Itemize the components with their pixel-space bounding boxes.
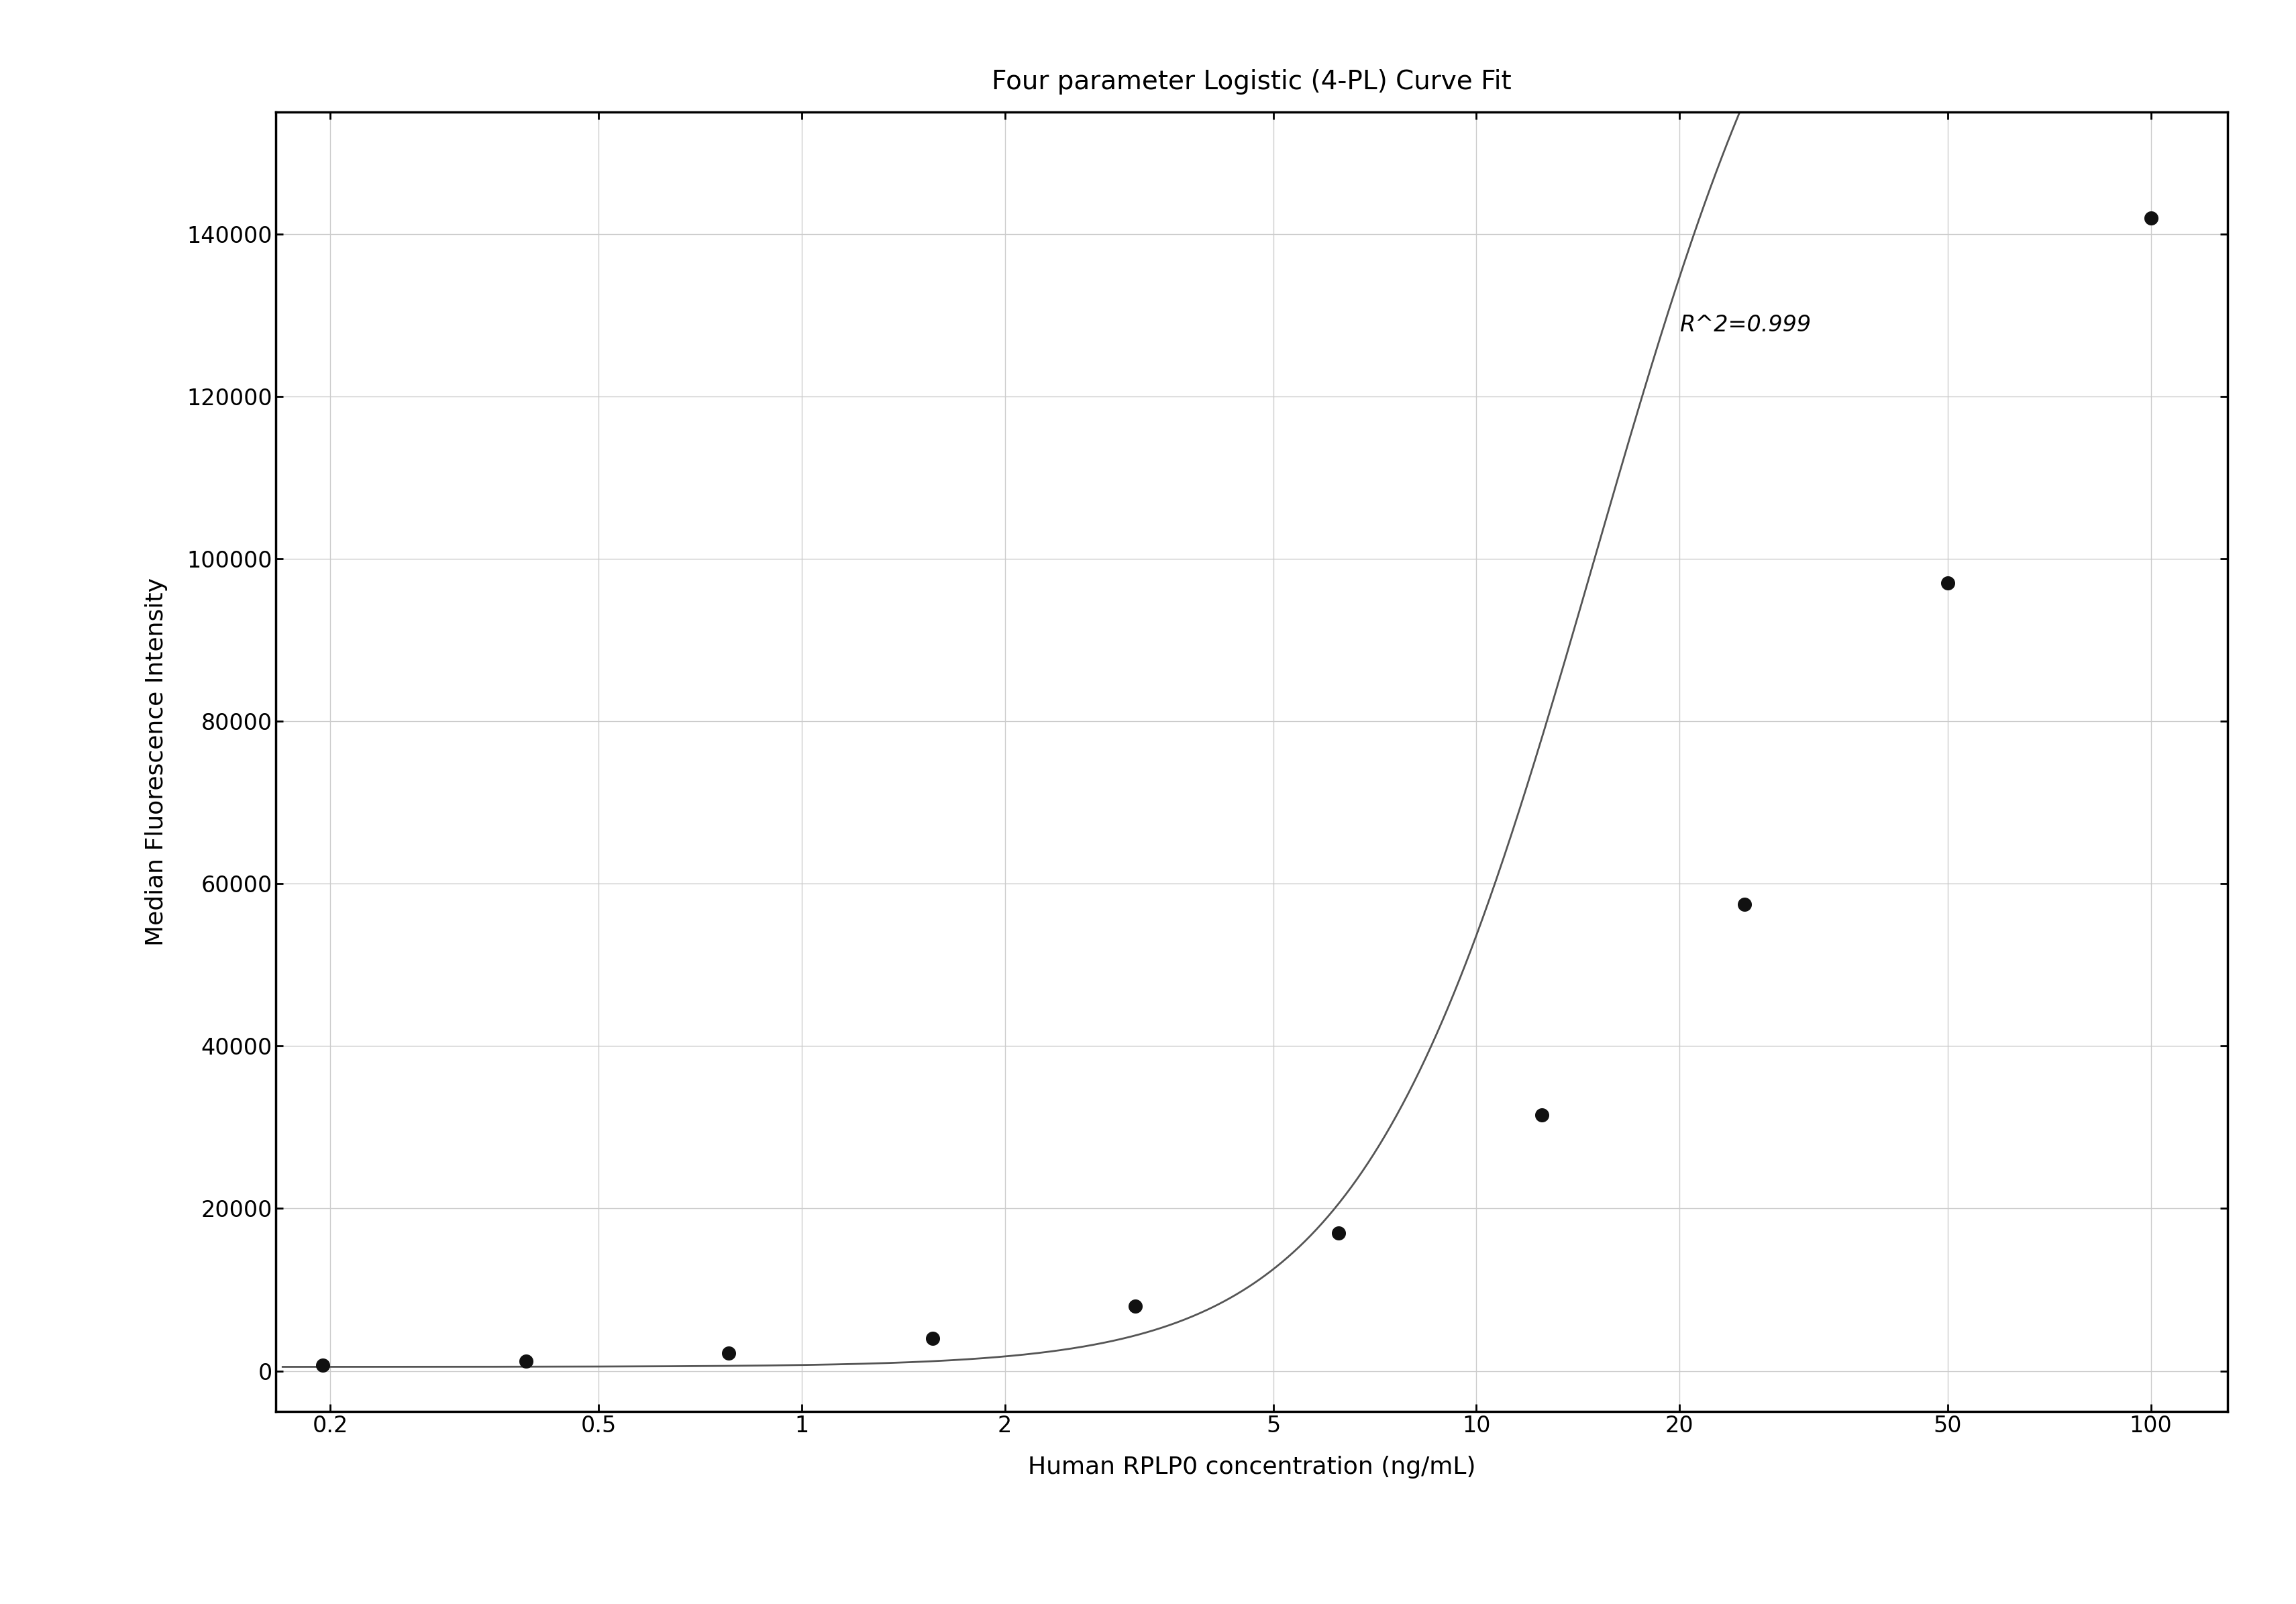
Point [2133,205,2170,231]
Title: Four parameter Logistic (4-PL) Curve Fit: Four parameter Logistic (4-PL) Curve Fit [992,69,1511,95]
X-axis label: Human RPLP0 concentration (ng/mL): Human RPLP0 concentration (ng/mL) [1026,1455,1476,1479]
Point [1320,1221,1357,1246]
Point [1727,892,1763,917]
Y-axis label: Median Fluorescence Intensity: Median Fluorescence Intensity [145,577,168,946]
Point [1929,571,1965,597]
Point [507,1349,544,1375]
Point [305,1352,342,1378]
Point [709,1341,746,1367]
Point [1116,1293,1153,1318]
Point [914,1325,951,1351]
Text: R^2=0.999: R^2=0.999 [1678,314,1812,337]
Point [1522,1102,1559,1128]
